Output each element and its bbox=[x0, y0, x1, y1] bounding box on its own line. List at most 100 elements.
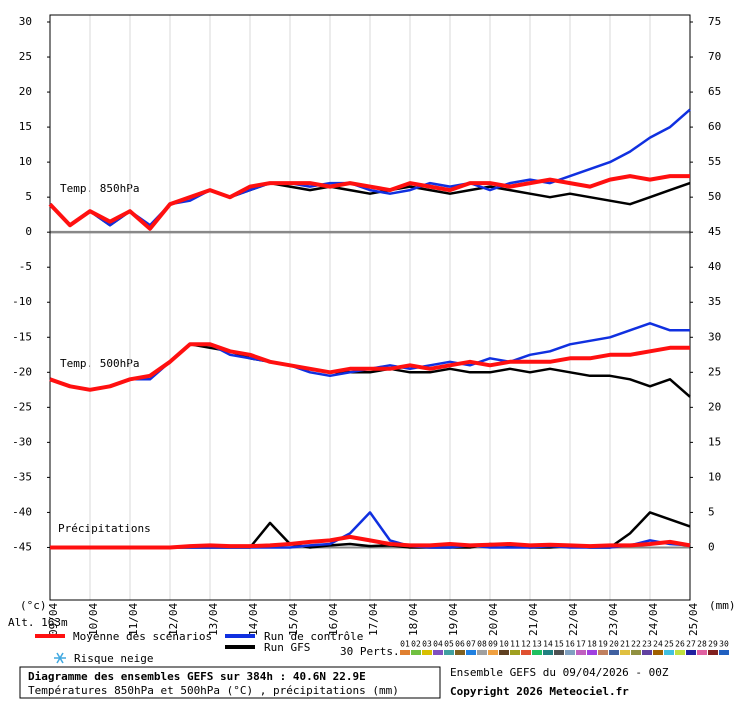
legend-label: 24 bbox=[653, 640, 663, 649]
plot-frame bbox=[49, 14, 691, 601]
legend-swatch bbox=[488, 650, 498, 655]
legend-swatch bbox=[664, 650, 674, 655]
y2-tick-label: 55 bbox=[708, 155, 721, 168]
y-unit: (°c) bbox=[20, 599, 47, 612]
legend-label: 20 bbox=[609, 640, 619, 649]
x-tick-label: 16/04 bbox=[327, 603, 340, 636]
legend-swatch bbox=[532, 650, 542, 655]
legend-swatch bbox=[499, 650, 509, 655]
y2-tick-label: 50 bbox=[708, 190, 721, 203]
y2-tick-label: 65 bbox=[708, 85, 721, 98]
y-tick-label: -40 bbox=[12, 505, 32, 518]
legend-label: 22 bbox=[631, 640, 641, 649]
legend-swatch bbox=[400, 650, 410, 655]
y-tick-label: -15 bbox=[12, 330, 32, 343]
x-tick-label: 13/04 bbox=[207, 603, 220, 636]
x-tick-label: 23/04 bbox=[607, 603, 620, 636]
x-tick-label: 20/04 bbox=[487, 603, 500, 636]
legend-label: 10 bbox=[499, 640, 509, 649]
legend-label: 27 bbox=[686, 640, 696, 649]
legend-swatch bbox=[653, 650, 663, 655]
legend-swatch bbox=[543, 650, 553, 655]
legend-label: 23 bbox=[642, 640, 652, 649]
legend-label: 05 bbox=[444, 640, 454, 649]
legend-label: 09 bbox=[488, 640, 498, 649]
series-line bbox=[50, 534, 691, 550]
legend-swatch bbox=[455, 650, 465, 655]
legend-label: Risque neige bbox=[74, 652, 153, 665]
legend-swatch bbox=[686, 650, 696, 655]
snowflake-icon bbox=[54, 652, 66, 664]
y2-tick-label: 75 bbox=[708, 15, 721, 28]
legend-swatch bbox=[565, 650, 575, 655]
legend-label: 30 Perts. bbox=[340, 645, 400, 658]
panel-label: Temp. 500hPa bbox=[60, 357, 139, 370]
legend-label: 03 bbox=[422, 640, 432, 649]
legend-label: 02 bbox=[411, 640, 421, 649]
y2-tick-label: 10 bbox=[708, 470, 721, 483]
legend-label: 11 bbox=[510, 640, 520, 649]
y2-tick-label: 0 bbox=[708, 540, 715, 553]
legend-swatch bbox=[708, 650, 718, 655]
legend-label: Run de contrôle bbox=[264, 630, 363, 643]
legend-swatch bbox=[477, 650, 487, 655]
y2-tick-label: 20 bbox=[708, 400, 721, 413]
legend-swatch bbox=[510, 650, 520, 655]
legend-label: 16 bbox=[565, 640, 575, 649]
legend-label: Moyenne des scénarios bbox=[73, 630, 212, 643]
legend-swatch bbox=[620, 650, 630, 655]
legend-label: 25 bbox=[664, 640, 674, 649]
legend-swatch bbox=[587, 650, 597, 655]
legend-swatch bbox=[444, 650, 454, 655]
x-tick-label: 09/04 bbox=[47, 603, 60, 636]
legend-label: 17 bbox=[576, 640, 586, 649]
legend-swatch bbox=[433, 650, 443, 655]
legend-swatch bbox=[719, 650, 729, 655]
legend-swatch bbox=[422, 650, 432, 655]
x-tick-label: 22/04 bbox=[567, 603, 580, 636]
x-tick-label: 15/04 bbox=[287, 603, 300, 636]
y2-tick-label: 25 bbox=[708, 365, 721, 378]
x-tick-label: 24/04 bbox=[647, 603, 660, 636]
legend-label: 21 bbox=[620, 640, 630, 649]
y-tick-label: -10 bbox=[12, 295, 32, 308]
y2-tick-label: 30 bbox=[708, 330, 721, 343]
y2-tick-label: 15 bbox=[708, 435, 721, 448]
y-tick-label: -45 bbox=[12, 540, 32, 553]
y2-tick-label: 60 bbox=[708, 120, 721, 133]
x-tick-label: 21/04 bbox=[527, 603, 540, 636]
y2-tick-label: 40 bbox=[708, 260, 721, 273]
footer-box bbox=[19, 666, 441, 699]
legend-label: 15 bbox=[554, 640, 564, 649]
y-tick-label: 10 bbox=[19, 155, 32, 168]
y2-unit: (mm) bbox=[709, 599, 736, 612]
y2-tick-label: 35 bbox=[708, 295, 721, 308]
y-tick-label: -5 bbox=[19, 260, 32, 273]
legend-label: 29 bbox=[708, 640, 718, 649]
y-tick-label: 0 bbox=[25, 225, 32, 238]
legend-label: 14 bbox=[543, 640, 553, 649]
legend-label: Run GFS bbox=[264, 641, 310, 654]
y2-tick-label: 70 bbox=[708, 50, 721, 63]
legend-swatch bbox=[576, 650, 586, 655]
altitude: Alt. 163m bbox=[8, 616, 68, 629]
legend-swatch bbox=[554, 650, 564, 655]
legend-label: 13 bbox=[532, 640, 542, 649]
run-info: Ensemble GEFS du 09/04/2026 - 00Z bbox=[450, 666, 669, 679]
x-tick-label: 25/04 bbox=[687, 603, 700, 636]
copyright: Copyright 2026 Meteociel.fr bbox=[450, 685, 629, 698]
y-tick-label: 15 bbox=[19, 120, 32, 133]
legend-label: 01 bbox=[400, 640, 410, 649]
y-tick-label: 25 bbox=[19, 50, 32, 63]
legend-label: 12 bbox=[521, 640, 531, 649]
legend-swatch bbox=[598, 650, 608, 655]
legend-label: 28 bbox=[697, 640, 707, 649]
y2-tick-label: 5 bbox=[708, 505, 715, 518]
y-tick-label: 20 bbox=[19, 85, 32, 98]
footer-subtitle: Températures 850hPa et 500hPa (°C) , pré… bbox=[28, 684, 399, 697]
y2-tick-label: 45 bbox=[708, 225, 721, 238]
legend-swatch bbox=[642, 650, 652, 655]
series-line bbox=[49, 342, 690, 392]
